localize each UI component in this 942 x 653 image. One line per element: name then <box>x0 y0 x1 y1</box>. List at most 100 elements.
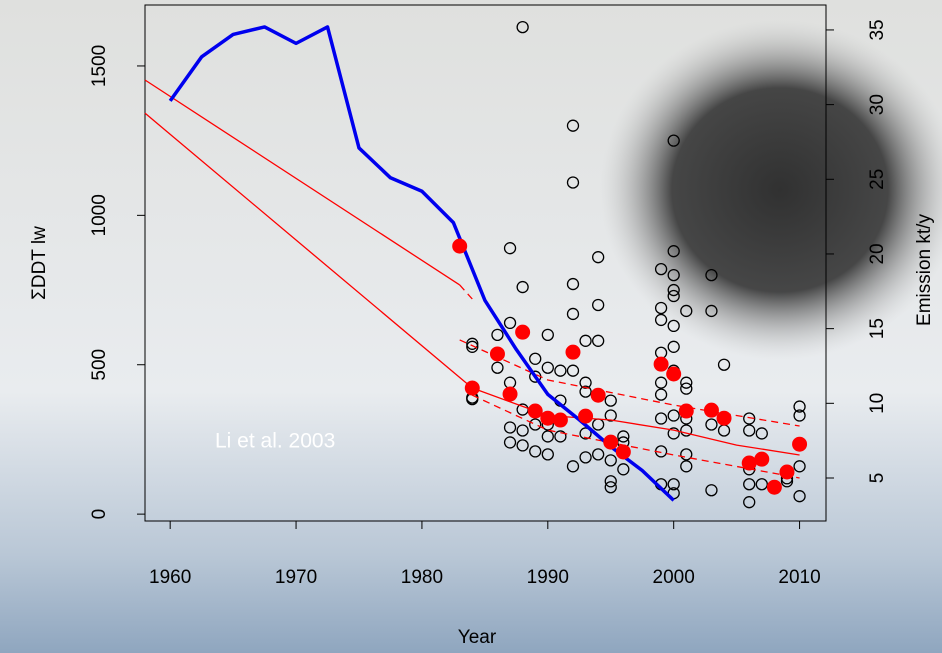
data-point <box>566 307 580 321</box>
mean-point <box>766 479 782 495</box>
data-point <box>566 176 580 189</box>
mean-point <box>792 436 808 452</box>
data-point <box>667 478 680 491</box>
data-point <box>743 424 756 437</box>
mean-point <box>464 380 480 396</box>
mean-point <box>653 356 669 372</box>
mean-point <box>779 464 795 480</box>
data-point <box>503 421 517 434</box>
data-point <box>680 382 693 395</box>
trend-line <box>144 79 461 286</box>
data-point <box>793 490 806 503</box>
mean-point <box>666 366 682 382</box>
data-point <box>566 277 580 291</box>
x-tick-label: 1960 <box>149 567 191 588</box>
data-point <box>793 409 806 422</box>
data-point <box>654 376 668 389</box>
data-point <box>579 451 592 464</box>
data-point <box>793 460 806 473</box>
data-point <box>541 328 554 342</box>
mean-point <box>754 451 770 467</box>
data-point <box>592 334 605 347</box>
background-photo <box>600 20 942 360</box>
data-point <box>566 364 580 377</box>
data-point <box>604 454 617 467</box>
mean-point <box>502 386 518 402</box>
data-point <box>466 340 479 353</box>
data-point <box>516 20 529 34</box>
x-axis-label: Year <box>458 627 497 648</box>
data-point <box>654 388 668 401</box>
data-point <box>604 394 617 407</box>
annotation: Li et al. 2003 <box>215 430 335 453</box>
data-point <box>541 430 554 443</box>
data-point <box>554 364 567 377</box>
data-point <box>579 334 592 347</box>
mean-point <box>527 403 543 419</box>
data-point <box>654 301 668 315</box>
mean-point <box>703 402 719 418</box>
mean-point <box>603 434 619 450</box>
mean-point <box>565 344 581 360</box>
data-point <box>566 119 580 132</box>
data-point <box>617 430 630 443</box>
mean-point <box>489 346 505 362</box>
x-tick-label: 1990 <box>527 567 569 588</box>
data-point <box>705 484 718 497</box>
data-point <box>503 316 517 330</box>
data-point <box>516 439 529 452</box>
mean-point <box>590 387 606 403</box>
data-point <box>793 400 806 413</box>
data-point <box>541 361 554 374</box>
data-point <box>604 409 617 422</box>
mean-point <box>578 408 594 424</box>
data-point <box>466 337 479 350</box>
data-point <box>680 460 693 473</box>
mean-point <box>540 410 556 426</box>
y-tick-label: 0 <box>89 509 110 520</box>
data-point <box>705 418 718 431</box>
data-point <box>592 298 605 312</box>
y-tick-label: 1000 <box>89 194 110 236</box>
data-point <box>667 340 680 353</box>
y2-tick-label: 15 <box>867 318 888 339</box>
data-point <box>529 418 542 431</box>
y2-tick-label: 5 <box>867 473 888 484</box>
mean-point <box>678 403 694 419</box>
trend-line <box>459 339 800 427</box>
data-point <box>743 478 756 491</box>
y2-tick-label: 10 <box>867 393 888 414</box>
y-axis-label: ΣDDT lw <box>29 226 50 300</box>
x-tick-label: 1970 <box>275 567 317 588</box>
mean-point <box>452 238 468 254</box>
data-point <box>491 328 504 342</box>
emission-line <box>168 25 675 502</box>
data-point <box>541 448 554 461</box>
data-point <box>529 445 542 458</box>
data-point <box>743 412 756 425</box>
mean-point <box>552 412 568 428</box>
data-point <box>592 448 605 461</box>
y-tick-label: 500 <box>89 349 110 381</box>
y2-tick-label: 30 <box>867 94 888 115</box>
data-point <box>579 385 592 398</box>
data-point <box>667 409 680 422</box>
data-point <box>667 289 680 303</box>
data-point <box>491 361 504 374</box>
y2-tick-label: 20 <box>867 243 888 264</box>
data-point <box>654 262 668 276</box>
data-point <box>667 427 680 440</box>
data-point <box>654 412 668 425</box>
y2-axis-label: Emission kt/y <box>914 214 935 326</box>
x-tick-label: 2010 <box>778 567 820 588</box>
data-point <box>680 424 693 437</box>
data-point <box>667 245 680 258</box>
y2-tick-label: 25 <box>867 169 888 190</box>
data-point <box>654 313 668 327</box>
data-point <box>755 427 768 440</box>
mean-point <box>515 324 531 340</box>
trend-line <box>459 284 473 300</box>
data-point <box>755 478 768 491</box>
data-point <box>705 304 718 318</box>
